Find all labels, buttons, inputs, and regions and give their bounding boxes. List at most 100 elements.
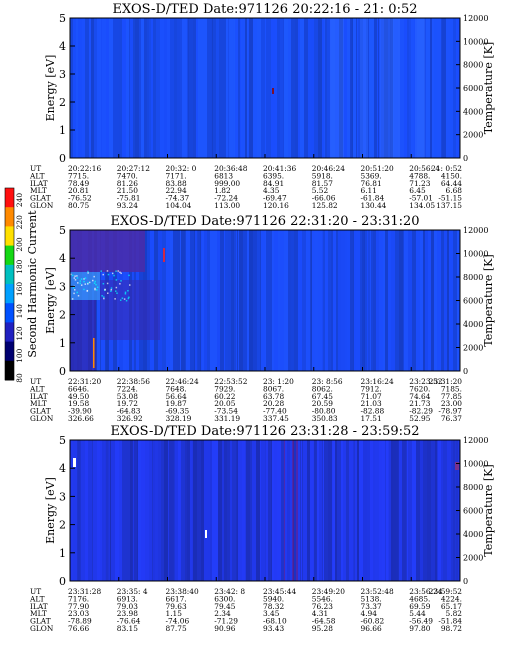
colorbar-swatch [5,188,14,208]
colorbar: 240 220 200 180 160 140 120 100 80 Second Harmoni… [4,187,39,383]
table-cell: -74.37 [166,194,190,203]
table-cell: 20:51:20 [361,164,394,173]
table-cell: 22:38:56 [117,377,150,386]
table-cell: 7171. [166,171,187,180]
y-axis-label: Energy [eV] [44,267,57,334]
table-cell: 93.24 [117,201,138,210]
table-cell: -51.84 [438,617,462,626]
table-cell: 95.28 [312,624,333,633]
y-right-tick-label: 8000 [463,483,483,492]
table-cell: 23:56:24 [409,587,442,596]
table-cell: 7176. [68,594,89,603]
table-cell: 76.66 [68,624,89,633]
table-cell: 120.16 [263,201,289,210]
table-cell: -82.88 [361,407,385,416]
table-cell: -73.54 [214,407,238,416]
table-row-label: ILAT [30,602,48,611]
spectrogram-stripes [70,18,460,158]
y-tick-label: 5 [59,12,66,25]
table-cell: 21.73 [409,399,430,408]
table-cell: 331.19 [214,414,240,423]
table-cell: 76.23 [312,602,333,611]
table-row-label: GLON [30,201,54,210]
table-row-label: MLT [30,186,47,195]
table-cell: -78.97 [438,407,462,416]
table-cell: 6913. [117,594,138,603]
table-cell: 17.51 [361,414,382,423]
table-cell: 49.50 [68,392,89,401]
table-cell: 21.50 [117,186,138,195]
table-cell: 6646. [68,384,89,393]
table-cell: 20:56: 4 [409,164,440,173]
table-cell: 4.31 [312,609,328,618]
table-row-label: ALT [29,384,45,393]
table-cell: 22:31:20 [68,377,101,386]
table-cell: 83.88 [166,179,187,188]
colorbar-swatch [5,245,14,266]
table-cell: 104.04 [166,201,192,210]
table-cell: -74.06 [166,617,190,626]
table-cell: -68.10 [263,617,287,626]
table-cell: -78.89 [68,617,92,626]
colorbar-swatch [5,207,14,227]
table-cell: 137.15 [436,201,462,210]
table-cell: 6813 [214,171,233,180]
table-cell: 71.23 [409,179,430,188]
table-cell: 5138. [361,594,382,603]
table-cell: 328.19 [166,414,192,423]
y-tick-label: 5 [59,434,66,447]
table-cell: 5369. [361,171,382,180]
chart-title: EXOS-D/TED Date:971126 22:31:20 - 23:31:… [110,214,419,229]
table-cell: 23:52:48 [361,587,394,596]
colorbar-tick-label: 240 [15,193,24,207]
y-right-tick-label: 10000 [463,460,488,469]
table-cell: 20.81 [68,186,89,195]
y-tick-label: 0 [59,575,66,588]
table-cell: 90.96 [214,624,235,633]
table-cell: 6617. [166,594,187,603]
table-cell: 22:53:52 [214,377,247,386]
table-cell: 4788. [409,171,430,180]
colorbar-tick-label: 100 [15,348,24,362]
table-cell: 8062. [312,384,333,393]
table-cell: 5.52 [312,186,328,195]
table-cell: 78.32 [263,602,284,611]
table-cell: 8067. [263,384,284,393]
table-cell: 97.80 [409,624,430,633]
table-cell: 2.34 [214,609,231,618]
colorbar-label: Second Harmonic Current [26,210,39,358]
table-cell: 20.59 [312,399,333,408]
y-axis-label: Energy [eV] [44,477,57,544]
y-right-tick-label: 12000 [463,226,488,235]
y-tick-label: 0 [59,365,66,378]
table-cell: 6.45 [409,186,426,195]
table-cell: 20:22:16 [68,164,101,173]
table-cell: 7185. [441,384,462,393]
table-cell: 98.72 [441,624,462,633]
table-cell: 113.00 [214,201,240,210]
table-cell: 7224. [117,384,138,393]
spectrogram-stripes [70,440,460,581]
table-cell: 6.68 [446,186,463,195]
table-row-label: GLON [30,414,54,423]
table-cell: 134.05 [409,201,435,210]
table-cell: 22.94 [166,186,187,195]
table-row-label: GLAT [30,407,51,416]
table-row-label: UT [30,164,41,173]
table-cell: 20:32: 0 [166,164,197,173]
y-right-tick-label: 0 [463,367,468,376]
table-cell: 63.78 [263,392,284,401]
table-cell: 79.63 [166,602,187,611]
colorbar-tick-label: 180 [15,259,24,273]
y-right-tick-label: 8000 [463,61,483,70]
y-right-tick-label: 2000 [463,131,483,140]
colorbar-swatch [5,303,14,323]
table-cell: 23:59:52 [429,587,462,596]
table-cell: 23:31:28 [68,587,101,596]
table-cell: 19.87 [166,399,187,408]
table-cell: -66.06 [312,194,336,203]
y-right-tick-label: 4000 [463,107,483,116]
table-row-label: MLT [30,399,47,408]
colorbar-swatch [5,284,14,304]
table-cell: 77.90 [68,602,89,611]
